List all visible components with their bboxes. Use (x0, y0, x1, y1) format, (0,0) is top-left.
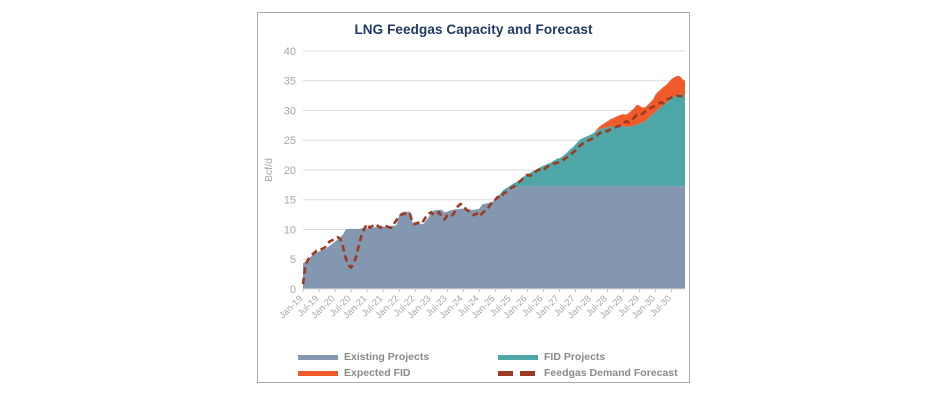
legend-item-expected-fid: Expected FID (298, 365, 498, 381)
legend-label-expected-fid: Expected FID (344, 367, 411, 379)
legend-item-existing-projects: Existing Projects (298, 349, 498, 365)
legend: Existing Projects FID Projects Expected … (298, 349, 678, 381)
legend-item-feedgas-demand-forecast: Feedgas Demand Forecast (498, 365, 678, 381)
y-axis-tick-label: 5 (290, 254, 296, 266)
y-axis-title: Bcf/d (263, 158, 275, 182)
chart-plot-area: 0510152025303540Bcf/dJan-19Jul-19Jan-20J… (263, 46, 685, 321)
fid-projects-swatch-icon (498, 354, 538, 360)
y-axis-tick-label: 30 (284, 105, 296, 117)
chart-card: LNG Feedgas Capacity and Forecast 0 5 10 15… (257, 12, 690, 383)
y-axis-tick-label: 35 (284, 76, 296, 88)
y-axis-tick-label: 25 (284, 135, 296, 147)
area-existing-projects (303, 186, 685, 289)
y-axis-tick-label: 40 (284, 46, 296, 58)
area-fid-projects (303, 93, 685, 264)
y-axis-tick-label: 10 (284, 224, 296, 236)
chart-title: LNG Feedgas Capacity and Forecast (354, 22, 593, 37)
existing-projects-swatch-icon (298, 354, 338, 360)
legend-label-existing-projects: Existing Projects (344, 351, 430, 363)
expected-fid-swatch-icon (298, 370, 338, 376)
legend-label-fid-projects: FID Projects (544, 351, 606, 363)
feedgas-demand-forecast-swatch-icon (498, 370, 538, 376)
legend-label-feedgas-demand-forecast: Feedgas Demand Forecast (544, 367, 678, 379)
y-axis-tick-label: 15 (284, 195, 296, 207)
y-axis-tick-label: 0 (290, 284, 296, 296)
legend-item-fid-projects: FID Projects (498, 349, 678, 365)
y-axis-tick-label: 20 (284, 165, 296, 177)
